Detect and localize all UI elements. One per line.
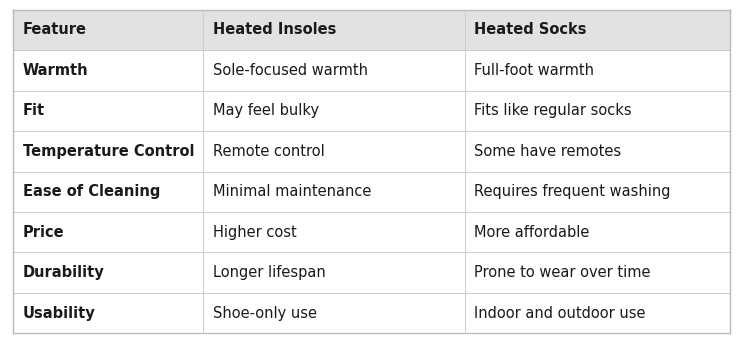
Bar [13,50,730,91]
Bar [13,10,730,50]
Bar [13,172,730,212]
Text: Some have remotes: Some have remotes [474,144,621,159]
Text: Heated Socks: Heated Socks [474,22,587,37]
Text: May feel bulky: May feel bulky [212,103,319,118]
Text: Temperature Control: Temperature Control [23,144,195,159]
Text: Ease of Cleaning: Ease of Cleaning [23,184,160,199]
Bar [13,91,730,131]
Text: Prone to wear over time: Prone to wear over time [474,265,651,280]
Text: Longer lifespan: Longer lifespan [212,265,325,280]
Bar [13,212,730,252]
Text: Durability: Durability [23,265,105,280]
Text: Minimal maintenance: Minimal maintenance [212,184,372,199]
Text: Higher cost: Higher cost [212,225,296,240]
Text: Warmth: Warmth [23,63,88,78]
Text: Requires frequent washing: Requires frequent washing [474,184,671,199]
Text: Full-foot warmth: Full-foot warmth [474,63,594,78]
Text: Shoe-only use: Shoe-only use [212,306,317,321]
Text: Usability: Usability [23,306,96,321]
Text: Fits like regular socks: Fits like regular socks [474,103,632,118]
Text: Heated Insoles: Heated Insoles [212,22,337,37]
Bar [13,252,730,293]
Text: Remote control: Remote control [212,144,325,159]
Text: Sole-focused warmth: Sole-focused warmth [212,63,368,78]
Text: More affordable: More affordable [474,225,590,240]
Text: Fit: Fit [23,103,45,118]
Bar [13,131,730,172]
Text: Price: Price [23,225,65,240]
Bar [13,293,730,333]
Text: Feature: Feature [23,22,87,37]
Text: Indoor and outdoor use: Indoor and outdoor use [474,306,646,321]
